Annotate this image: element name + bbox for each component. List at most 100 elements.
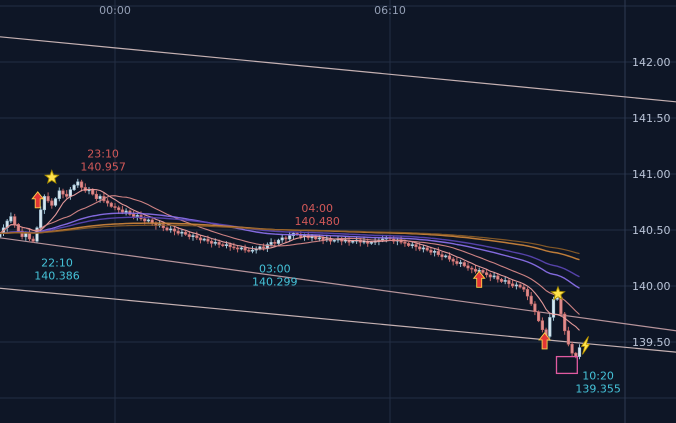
- candle-body: [525, 289, 530, 297]
- candle-body: [444, 255, 448, 258]
- candle-body: [484, 272, 489, 276]
- candle-body: [514, 284, 518, 287]
- candle-body: [548, 317, 552, 337]
- candle-body: [418, 246, 422, 250]
- candle-body: [35, 227, 39, 242]
- candle-body: [566, 330, 570, 345]
- candle-body: [206, 238, 210, 242]
- candle-body: [24, 233, 28, 238]
- candle-body: [124, 210, 128, 213]
- price-axis-label: 140.00: [632, 280, 671, 293]
- candle-body: [42, 196, 46, 211]
- candle-body: [507, 280, 511, 285]
- buy-arrow-marker: [31, 191, 45, 209]
- candle-body: [57, 190, 61, 199]
- candle-body: [113, 206, 117, 208]
- candle-body: [132, 214, 136, 217]
- label-2210-line1: 22:10: [41, 257, 73, 270]
- candle-body: [31, 238, 35, 242]
- candle-body: [172, 228, 177, 232]
- candle-body: [187, 234, 191, 238]
- candle-body: [98, 196, 102, 199]
- lower-trendline: [0, 287, 676, 353]
- candle-body: [351, 240, 355, 243]
- candle-body: [198, 237, 203, 241]
- candle-body: [65, 193, 69, 197]
- ma-fast-pink: [0, 188, 580, 331]
- candle-body: [577, 347, 582, 357]
- candle-body: [210, 240, 214, 244]
- star-marker: [550, 285, 566, 301]
- candle-body: [117, 207, 121, 211]
- candle-body: [473, 268, 478, 272]
- highlight-rect-marker: [555, 355, 578, 375]
- candle-body: [310, 236, 314, 239]
- candle-body: [143, 218, 147, 222]
- candle-body: [250, 249, 255, 252]
- label-2210-line2: 140.386: [34, 270, 80, 283]
- candle-body: [470, 267, 474, 270]
- label-1020-line1: 10:20: [582, 370, 614, 383]
- candle-body: [120, 209, 124, 213]
- candle-body: [217, 242, 221, 245]
- candle-body: [228, 244, 232, 248]
- candle-body: [46, 196, 50, 202]
- upper-trendline: [0, 36, 676, 103]
- candle-body: [414, 244, 418, 248]
- candle-body: [180, 231, 184, 234]
- candle-body: [563, 313, 567, 332]
- candle-body: [496, 275, 500, 280]
- candle-body: [288, 235, 292, 240]
- label-0300-line2: 140.299: [252, 276, 298, 289]
- star-marker: [44, 169, 60, 185]
- price-axis-label: 140.50: [632, 224, 671, 237]
- candle-body: [161, 224, 165, 229]
- price-axis-label: 142.00: [632, 56, 671, 69]
- lightning-marker: [580, 336, 591, 355]
- ma-violet: [0, 212, 580, 289]
- candle-body: [16, 224, 21, 232]
- candle-body: [276, 239, 281, 244]
- buy-arrow-marker: [538, 332, 552, 350]
- label-1020-line2: 139.355: [575, 383, 621, 396]
- label-2310-line2: 140.957: [80, 161, 126, 174]
- candle-body: [503, 280, 507, 282]
- candle-body: [146, 219, 151, 222]
- candle-body: [536, 311, 541, 322]
- candle-body: [236, 247, 240, 250]
- candle-body: [76, 181, 80, 186]
- candle-body: [421, 247, 426, 250]
- candle-body: [436, 251, 440, 256]
- label-0300-line1: 03:00: [259, 263, 291, 276]
- candle-body: [106, 200, 110, 204]
- candle-body: [80, 181, 84, 188]
- candle-body: [510, 283, 515, 287]
- candle-body: [273, 242, 277, 244]
- candle-body: [314, 236, 318, 240]
- candle-body: [540, 320, 544, 331]
- candle-body: [332, 239, 336, 242]
- candle-body: [239, 247, 244, 250]
- candle-body: [429, 249, 433, 253]
- label-0400-line1: 04:00: [301, 202, 333, 215]
- candle-body: [68, 189, 72, 197]
- candle-body: [570, 343, 574, 354]
- time-axis-label: 00:00: [99, 4, 131, 17]
- price-axis-label: 141.50: [632, 112, 671, 125]
- candle-body: [488, 274, 492, 278]
- candle-body: [72, 184, 76, 190]
- candle-body: [432, 251, 437, 253]
- candle-body: [184, 231, 188, 235]
- candle-body: [369, 242, 374, 244]
- candle-body: [403, 242, 407, 244]
- candle-body: [261, 246, 266, 249]
- candle-body: [169, 228, 173, 231]
- time-axis-label: 06:10: [374, 4, 406, 17]
- candle-body: [109, 202, 113, 207]
- candle-body: [455, 261, 459, 264]
- candle-body: [202, 238, 206, 241]
- candle-body: [195, 235, 199, 239]
- candle-body: [280, 237, 284, 241]
